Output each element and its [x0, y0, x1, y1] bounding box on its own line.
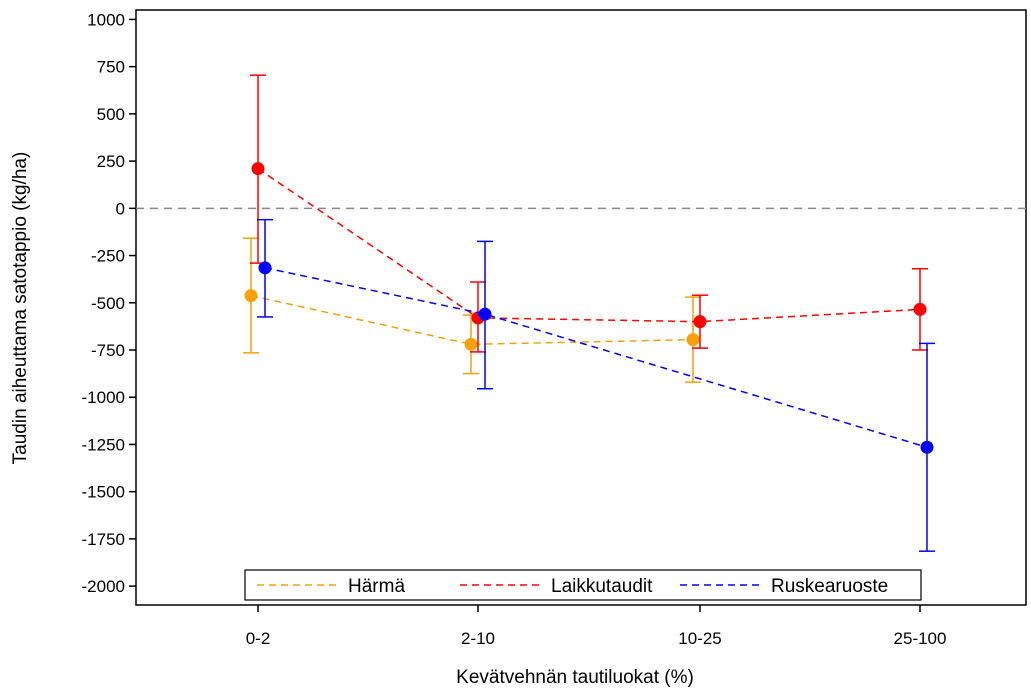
series-line	[264, 267, 928, 448]
data-point	[478, 307, 492, 321]
y-tick-label: -1000	[82, 388, 125, 407]
y-tick-label: -750	[91, 341, 125, 360]
data-point	[258, 261, 272, 275]
y-axis-title: Taudin aiheuttama satotappio (kg/ha)	[10, 152, 31, 465]
series-Härmä	[243, 237, 701, 383]
data-point	[464, 337, 478, 351]
x-tick-label: 10-25	[678, 629, 721, 648]
legend-box	[244, 569, 922, 601]
x-tick-label: 25-100	[894, 629, 947, 648]
series-line	[250, 294, 694, 346]
x-tick-label: 2-10	[461, 629, 495, 648]
y-tick-label: -1750	[82, 530, 125, 549]
data-point	[251, 162, 265, 176]
y-axis: 1000 750 500 250 0 -250 -500 -750 -1000 -1250 -150…	[82, 10, 136, 596]
y-tick-label: -1500	[82, 483, 125, 502]
plot-area	[135, 9, 1027, 606]
legend: Härmä Laikkutaudit Ruskearuoste	[244, 569, 922, 601]
y-tick-label: 0	[116, 199, 125, 218]
y-tick-label: 250	[97, 152, 125, 171]
series-layer	[243, 74, 935, 552]
y-tick-label: -250	[91, 247, 125, 266]
data-point	[913, 302, 927, 316]
legend-label: Härmä	[348, 576, 405, 597]
series-Ruskearuoste	[257, 218, 935, 552]
data-point	[686, 333, 700, 347]
x-axis-title: Kevätvehnän tautiluokat (%)	[456, 667, 694, 688]
y-tick-label: 1000	[87, 10, 125, 29]
y-tick-label: -500	[91, 294, 125, 313]
y-tick-label: -2000	[82, 577, 125, 596]
legend-label: Laikkutaudit	[551, 576, 653, 597]
data-point	[920, 440, 934, 454]
legend-label: Ruskearuoste	[771, 576, 888, 597]
series-line	[257, 168, 921, 323]
data-point	[693, 315, 707, 329]
data-point	[244, 289, 258, 303]
y-tick-label: 500	[97, 105, 125, 124]
x-axis: 0-2 2-10 10-25 25-100	[246, 605, 947, 648]
y-tick-label: -1250	[82, 435, 125, 454]
y-tick-label: 750	[97, 58, 125, 77]
x-tick-label: 0-2	[246, 629, 271, 648]
